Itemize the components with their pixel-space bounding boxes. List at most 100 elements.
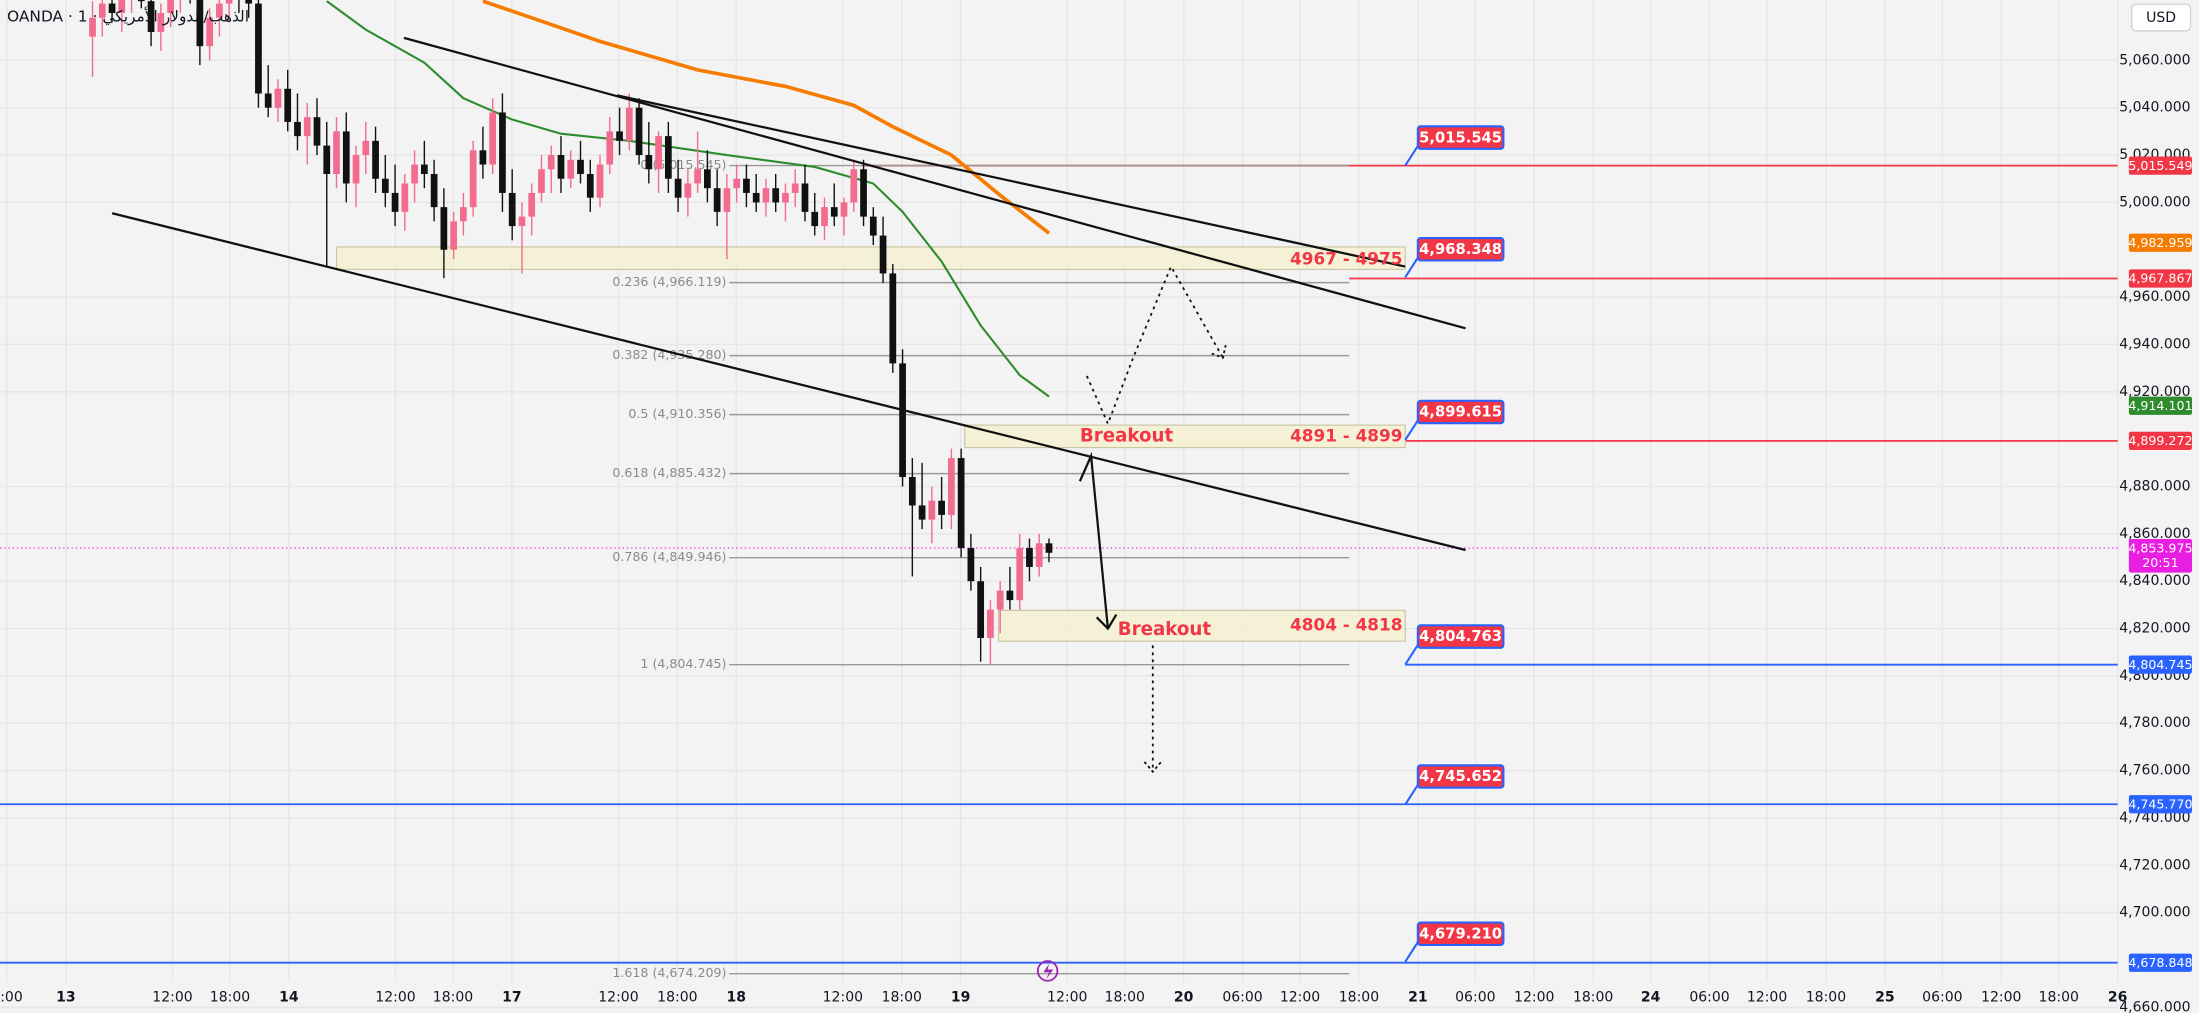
axis-tag-label: 4,914.101 (2128, 398, 2192, 413)
x-tick-label: 13 (56, 990, 76, 1006)
candle-body (801, 183, 809, 212)
axis-tag (2128, 953, 2192, 972)
candle-body (733, 178, 741, 189)
candle-body (294, 121, 301, 137)
target-tag (1416, 624, 1505, 649)
currency[interactable]: USD (2146, 10, 2176, 26)
candle-body (577, 159, 584, 175)
x-tick-label: 18:00 (1573, 990, 1613, 1006)
candle-body (450, 221, 457, 250)
axis-tag-label: 4,804.745 (2128, 657, 2192, 672)
fib-label: 0.5 (4,910.356) (628, 406, 726, 421)
candle-body (313, 117, 321, 146)
trendline (403, 36, 1466, 330)
candle-body (967, 548, 975, 582)
event-icon[interactable] (1036, 960, 1059, 982)
candle-body (225, 0, 233, 4)
candle-body (752, 192, 760, 203)
y-tick-label: 4,940.000 (2119, 336, 2190, 352)
axis-tag (2128, 431, 2192, 450)
plot (89, 0, 1053, 665)
x-tick-label: 06:00 (1689, 990, 1729, 1006)
candle-body (996, 590, 1004, 610)
candle-body (860, 169, 867, 217)
x-tick-label: 26 (2108, 990, 2128, 1006)
tag-connector (1404, 145, 1419, 167)
candle-body (411, 164, 418, 184)
fib-label: 0 (5,015.545) (640, 157, 726, 172)
candle-body (664, 136, 672, 179)
candle-body (274, 88, 282, 108)
x-tick-label: 20 (1174, 990, 1194, 1006)
candle-body (987, 609, 994, 639)
zone-box (997, 609, 1406, 642)
x-tick-label: 18:00 (1806, 990, 1846, 1006)
tag-connector (1404, 644, 1419, 666)
arrow-head (1211, 344, 1227, 359)
price-axis: 8:00 13 12:00 18:00 14 12:00 18:00 17 12:00 18:00… (0, 52, 2193, 1013)
candle-body (538, 169, 545, 193)
y-tick-label: 4,660.000 (2119, 999, 2190, 1013)
zone-box (336, 246, 1406, 270)
candle-body (89, 17, 96, 37)
tag-connector (1404, 257, 1419, 278)
candle-body (869, 216, 877, 236)
candle-body (479, 150, 487, 165)
axis-tag-label: 4,899.272 (2128, 433, 2192, 448)
x-tick-label: 12:00 (1514, 990, 1554, 1006)
trendline (616, 94, 1406, 268)
x-tick-label: 18:00 (1339, 990, 1379, 1006)
x-tick-label: 06:00 (1455, 990, 1495, 1006)
target-tag (1416, 921, 1505, 947)
candle-body (879, 235, 887, 274)
candle-body (216, 3, 223, 18)
axis-tag-label: 4,982.959 (2128, 235, 2192, 250)
candle-body (821, 207, 828, 227)
candle-body (704, 169, 711, 189)
y-tick-label: 4,860.000 (2119, 526, 2190, 542)
candle-body (772, 188, 780, 203)
candle-body (508, 192, 516, 227)
grid (0, 0, 2119, 1009)
currency-button[interactable] (2130, 3, 2192, 32)
axis-tag (2128, 795, 2192, 814)
trendline (111, 212, 1466, 552)
candle-body (157, 13, 165, 32)
candle-body (528, 192, 536, 217)
zone-label: 4804 - 4818 (1290, 615, 1402, 635)
candle-body (245, 0, 253, 4)
candle-body (918, 505, 926, 520)
fib-label: 0.382 (4,935.280) (612, 347, 726, 362)
candle-body (98, 3, 106, 18)
fib-label: 0.618 (4,885.432) (612, 465, 726, 480)
tag-connector (1404, 784, 1419, 806)
candle-body (1026, 548, 1033, 567)
candle-body (957, 458, 965, 549)
candle-body (1006, 590, 1014, 601)
x-tick-label: 12:00 (1981, 990, 2021, 1006)
candle-body (557, 155, 565, 179)
arrow-head (1095, 613, 1118, 631)
axis-tag (2128, 156, 2192, 175)
countdown: 20:51 (2142, 555, 2178, 570)
axis-tag (2128, 233, 2192, 252)
symbol-title: OANDA · الذهب/الدولار الأمريكي · 1 (7, 6, 249, 26)
axis-tag (2128, 396, 2192, 415)
x-tick-label: 12:00 (823, 990, 863, 1006)
candle-body (948, 458, 955, 515)
candle-body (596, 164, 604, 198)
candle-body (206, 17, 214, 47)
x-tick-label: 12:00 (1747, 990, 1787, 1006)
candle-body (674, 178, 682, 198)
candle-body (811, 211, 819, 227)
x-tick-label: 06:00 (1922, 990, 1962, 1006)
candle-body (1016, 548, 1024, 601)
y-tick-label: 5,000.000 (2119, 194, 2190, 210)
candle-body (499, 112, 506, 193)
breakout-label: Breakout (1118, 619, 1212, 640)
candle-body (391, 192, 399, 212)
x-tick-label: 18:00 (882, 990, 922, 1006)
candle-body (372, 140, 379, 179)
y-tick-label: 4,960.000 (2119, 289, 2190, 305)
